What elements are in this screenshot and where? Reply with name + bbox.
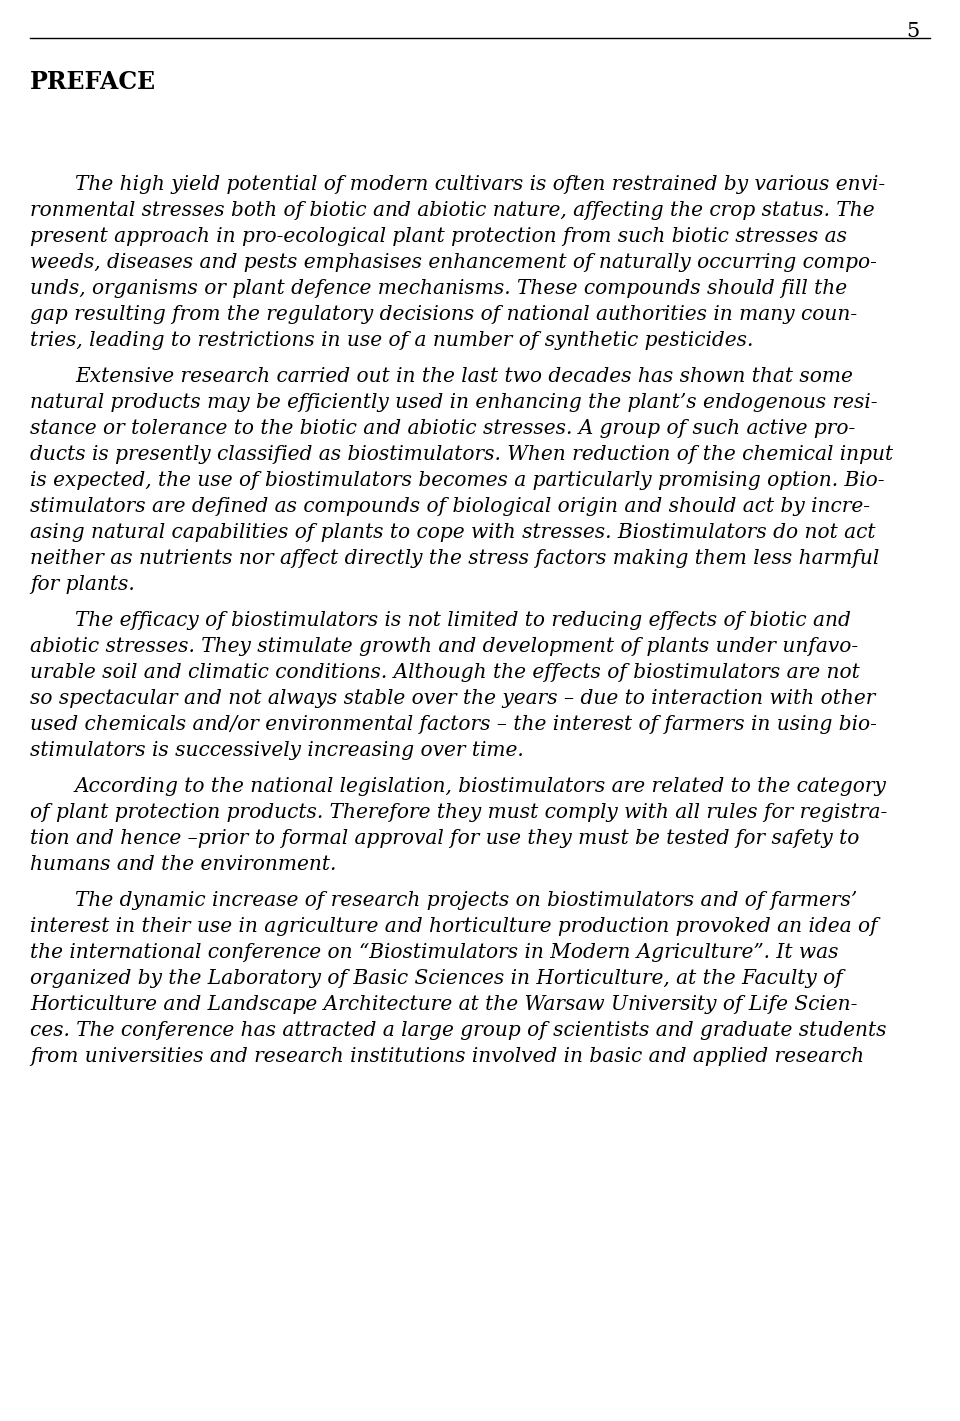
Text: asing natural capabilities of plants to cope with stresses. Biostimulators do no: asing natural capabilities of plants to …: [30, 523, 876, 541]
Text: stimulators is successively increasing over time.: stimulators is successively increasing o…: [30, 740, 524, 760]
Text: ronmental stresses both of biotic and abiotic nature, affecting the crop status.: ronmental stresses both of biotic and ab…: [30, 200, 875, 220]
Text: 5: 5: [907, 21, 920, 41]
Text: ces. The conference has attracted a large group of scientists and graduate stude: ces. The conference has attracted a larg…: [30, 1022, 886, 1040]
Text: from universities and research institutions involved in basic and applied resear: from universities and research instituti…: [30, 1047, 864, 1066]
Text: used chemicals and/or environmental factors – the interest of farmers in using b: used chemicals and/or environmental fact…: [30, 715, 876, 735]
Text: neither as nutrients nor affect directly the stress factors making them less har: neither as nutrients nor affect directly…: [30, 549, 879, 568]
Text: Extensive research carried out in the last two decades has shown that some: Extensive research carried out in the la…: [75, 367, 852, 387]
Text: is expected, the use of biostimulators becomes a particularly promising option. : is expected, the use of biostimulators b…: [30, 470, 884, 490]
Text: weeds, diseases and pests emphasises enhancement of naturally occurring compo-: weeds, diseases and pests emphasises enh…: [30, 253, 876, 271]
Text: ducts is presently classified as biostimulators. When reduction of the chemical : ducts is presently classified as biostim…: [30, 445, 893, 465]
Text: gap resulting from the regulatory decisions of national authorities in many coun: gap resulting from the regulatory decisi…: [30, 306, 857, 324]
Text: for plants.: for plants.: [30, 576, 134, 594]
Text: humans and the environment.: humans and the environment.: [30, 855, 336, 874]
Text: present approach in pro-ecological plant protection from such biotic stresses as: present approach in pro-ecological plant…: [30, 227, 847, 246]
Text: Horticulture and Landscape Architecture at the Warsaw University of Life Scien-: Horticulture and Landscape Architecture …: [30, 995, 857, 1015]
Text: abiotic stresses. They stimulate growth and development of plants under unfavo-: abiotic stresses. They stimulate growth …: [30, 637, 858, 657]
Text: The efficacy of biostimulators is not limited to reducing effects of biotic and: The efficacy of biostimulators is not li…: [75, 611, 851, 630]
Text: stance or tolerance to the biotic and abiotic stresses. A group of such active p: stance or tolerance to the biotic and ab…: [30, 419, 855, 438]
Text: interest in their use in agriculture and horticulture production provoked an ide: interest in their use in agriculture and…: [30, 917, 877, 936]
Text: tion and hence –prior to formal approval for use they must be tested for safety : tion and hence –prior to formal approval…: [30, 828, 859, 848]
Text: tries, leading to restrictions in use of a number of synthetic pesticides.: tries, leading to restrictions in use of…: [30, 331, 754, 350]
Text: urable soil and climatic conditions. Although the effects of biostimulators are : urable soil and climatic conditions. Alt…: [30, 664, 860, 682]
Text: natural products may be efficiently used in enhancing the plant’s endogenous res: natural products may be efficiently used…: [30, 394, 877, 412]
Text: According to the national legislation, biostimulators are related to the categor: According to the national legislation, b…: [75, 777, 887, 796]
Text: stimulators are defined as compounds of biological origin and should act by incr: stimulators are defined as compounds of …: [30, 497, 870, 516]
Text: The high yield potential of modern cultivars is often restrained by various envi: The high yield potential of modern culti…: [75, 175, 885, 195]
Text: organized by the Laboratory of Basic Sciences in Horticulture, at the Faculty of: organized by the Laboratory of Basic Sci…: [30, 969, 843, 988]
Text: The dynamic increase of research projects on biostimulators and of farmers’: The dynamic increase of research project…: [75, 891, 857, 909]
Text: the international conference on “Biostimulators in Modern Agriculture”. It was: the international conference on “Biostim…: [30, 944, 838, 962]
Text: of plant protection products. Therefore they must comply with all rules for regi: of plant protection products. Therefore …: [30, 803, 887, 821]
Text: unds, organisms or plant defence mechanisms. These compounds should fill the: unds, organisms or plant defence mechani…: [30, 279, 847, 298]
Text: PREFACE: PREFACE: [30, 70, 156, 94]
Text: so spectacular and not always stable over the years – due to interaction with ot: so spectacular and not always stable ove…: [30, 689, 876, 708]
